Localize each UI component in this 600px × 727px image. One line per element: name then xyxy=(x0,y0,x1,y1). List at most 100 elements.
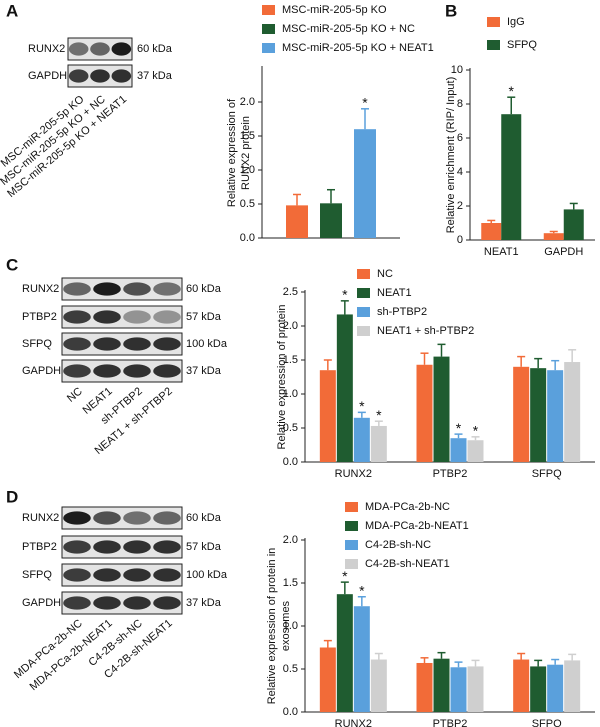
bar xyxy=(336,594,353,712)
blot-band xyxy=(68,69,89,83)
blot-band xyxy=(123,596,151,610)
y-axis-label: exosomes xyxy=(280,600,292,651)
blot-band xyxy=(90,42,110,56)
bar xyxy=(433,658,450,712)
blot-row-label: SFPQ xyxy=(22,569,52,581)
blot-band xyxy=(93,540,121,554)
blot-band xyxy=(63,511,91,525)
y-axis-label: RUNX2 protein xyxy=(240,116,252,190)
y-tick-label: 2 xyxy=(457,200,463,212)
blot-size-label: 60 kDa xyxy=(137,43,173,55)
legend-label: sh-PTBP2 xyxy=(377,306,427,318)
blot-frame xyxy=(61,506,183,530)
legend-label: C4-2B-sh-NC xyxy=(365,539,431,551)
blot-band xyxy=(153,282,181,296)
blot-band xyxy=(123,310,151,324)
significance-star: * xyxy=(509,83,515,99)
x-tick-label: NEAT1 xyxy=(484,246,519,258)
legend-swatch xyxy=(357,288,370,298)
y-tick-label: 1.5 xyxy=(283,577,298,589)
legend-label: MSC-miR-205-5p KO xyxy=(282,4,387,16)
legend-label: IgG xyxy=(507,16,525,28)
blot-band xyxy=(63,596,91,610)
bar xyxy=(320,203,342,238)
y-tick-label: 2.5 xyxy=(283,286,298,298)
blot-band xyxy=(123,511,151,525)
blot-band xyxy=(111,69,132,83)
panel-letter: C xyxy=(6,255,18,274)
legend-label: MDA-PCa-2b-NC xyxy=(365,501,450,513)
blot-band xyxy=(63,282,91,296)
blot-size-label: 100 kDa xyxy=(186,569,228,581)
bar xyxy=(370,425,387,462)
blot-band xyxy=(153,596,181,610)
blot-frame xyxy=(61,305,183,329)
blot-band xyxy=(123,337,151,351)
bar xyxy=(354,129,376,238)
blot-row-label: RUNX2 xyxy=(22,512,59,524)
bar xyxy=(433,356,450,462)
blot-band xyxy=(153,511,181,525)
y-tick-label: 1.0 xyxy=(240,164,255,176)
bar xyxy=(543,233,564,240)
legend-label: NC xyxy=(377,268,393,280)
bar xyxy=(481,223,502,240)
y-tick-label: 1.0 xyxy=(283,388,298,400)
legend-label: C4-2B-sh-NEAT1 xyxy=(365,558,450,570)
legend-swatch xyxy=(357,326,370,336)
y-tick-label: 0.5 xyxy=(283,422,298,434)
y-tick-label: 4 xyxy=(457,166,463,178)
bar xyxy=(336,314,353,462)
y-tick-label: 0.0 xyxy=(283,706,298,718)
significance-star: * xyxy=(359,398,365,414)
bar xyxy=(370,659,387,712)
legend-swatch xyxy=(357,269,370,279)
y-tick-label: 0.5 xyxy=(283,663,298,675)
blot-row-label: RUNX2 xyxy=(22,283,59,295)
y-tick-label: 2.0 xyxy=(283,534,298,546)
blot-row-label: GAPDH xyxy=(22,597,61,609)
significance-star: * xyxy=(362,95,368,111)
bar xyxy=(286,205,308,238)
bar xyxy=(564,660,581,712)
bar xyxy=(353,606,370,712)
blot-row-label: GAPDH xyxy=(28,70,67,82)
blot-row-label: SFPQ xyxy=(22,338,52,350)
y-tick-label: 8 xyxy=(457,98,463,110)
blot-frame xyxy=(61,277,183,301)
y-tick-label: 2.0 xyxy=(240,96,255,108)
bar xyxy=(513,366,530,462)
significance-star: * xyxy=(456,420,462,436)
bar xyxy=(563,209,584,240)
y-tick-label: 2.0 xyxy=(283,320,298,332)
bar xyxy=(450,667,467,712)
blot-size-label: 37 kDa xyxy=(137,70,173,82)
blot-band xyxy=(123,540,151,554)
y-axis-label: Relative expression of protein xyxy=(276,305,288,450)
blot-band xyxy=(68,42,89,56)
y-axis-label: Relative expression of protein in xyxy=(266,548,278,705)
bar xyxy=(467,440,484,462)
y-tick-label: 0.0 xyxy=(283,456,298,468)
legend-swatch xyxy=(345,521,358,531)
blot-size-label: 60 kDa xyxy=(186,283,222,295)
blot-size-label: 57 kDa xyxy=(186,311,222,323)
blot-frame xyxy=(61,535,183,559)
blot-band xyxy=(153,310,181,324)
blot-size-label: 37 kDa xyxy=(186,597,222,609)
lane-label: NC xyxy=(65,385,85,404)
y-tick-label: 1.5 xyxy=(283,354,298,366)
bar xyxy=(530,666,547,712)
blot-band xyxy=(93,337,121,351)
x-tick-label: SFPQ xyxy=(532,468,562,480)
blot-size-label: 37 kDa xyxy=(186,365,222,377)
panel-letter: A xyxy=(6,1,18,20)
bar xyxy=(547,370,564,462)
blot-frame xyxy=(61,359,183,383)
blot-frame xyxy=(61,563,183,587)
panel-letter: D xyxy=(6,487,18,506)
blot-band xyxy=(123,282,151,296)
x-tick-label: PTBP2 xyxy=(433,468,468,480)
x-tick-label: RUNX2 xyxy=(335,468,372,480)
